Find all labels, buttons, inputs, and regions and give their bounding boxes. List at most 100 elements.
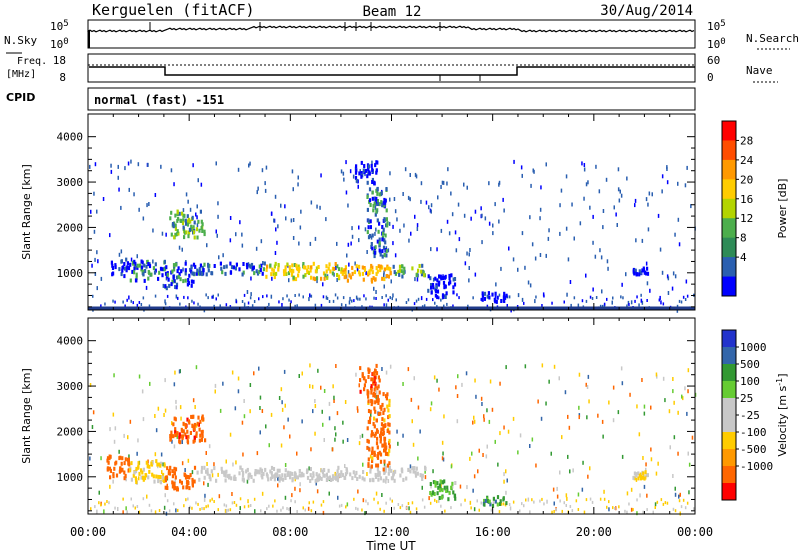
echo-cell xyxy=(106,466,109,471)
scatter-echo xyxy=(505,365,507,370)
echo-cell xyxy=(359,366,362,371)
scatter-echo xyxy=(316,204,318,209)
scatter-echo xyxy=(344,464,346,468)
near-range-echo xyxy=(464,498,466,502)
echo-cell xyxy=(198,267,201,272)
near-range-echo xyxy=(385,501,387,505)
scatter-echo xyxy=(285,216,287,221)
echo-cell xyxy=(370,377,373,382)
echo-cell xyxy=(383,470,386,474)
echo-cell xyxy=(376,239,379,244)
scatter-echo xyxy=(340,169,343,174)
power-colorbar-segment xyxy=(722,140,736,161)
scatter-echo xyxy=(298,241,300,246)
scatter-echo xyxy=(585,182,588,187)
scatter-echo xyxy=(499,431,501,436)
near-range-echo xyxy=(603,302,606,306)
near-range-echo xyxy=(521,502,523,506)
near-range-echo xyxy=(189,505,191,509)
echo-cell xyxy=(387,422,390,427)
scatter-echo xyxy=(672,377,674,381)
echo-cell xyxy=(185,221,188,226)
echo-cell xyxy=(424,465,427,470)
scatter-echo xyxy=(118,187,120,192)
echo-cell xyxy=(190,414,193,419)
scatter-echo xyxy=(682,396,684,401)
scatter-echo xyxy=(429,407,432,412)
scatter-echo xyxy=(352,174,355,179)
echo-cell xyxy=(278,468,281,473)
echo-cell xyxy=(159,463,162,468)
scatter-echo xyxy=(545,401,547,406)
echo-cell xyxy=(190,269,193,274)
scatter-echo xyxy=(229,432,232,437)
scatter-echo xyxy=(348,262,350,267)
vel-colorbar-segment xyxy=(722,449,736,467)
scatter-echo xyxy=(539,207,542,212)
echo-cell xyxy=(292,275,295,280)
vel-y-tick-label: 1000 xyxy=(57,471,84,484)
scatter-echo xyxy=(687,368,690,373)
echo-cell xyxy=(427,274,430,279)
echo-cell xyxy=(171,484,174,489)
scatter-echo xyxy=(357,408,359,413)
scatter-echo xyxy=(164,493,166,498)
near-range-echo xyxy=(591,297,594,300)
scatter-echo xyxy=(308,466,310,471)
scatter-echo xyxy=(532,168,534,173)
near-range-echo xyxy=(565,504,567,507)
near-range-echo xyxy=(684,506,687,510)
echo-cell xyxy=(295,263,298,268)
scatter-echo xyxy=(661,174,664,179)
echo-cell xyxy=(358,264,361,269)
scatter-echo xyxy=(362,498,365,503)
scatter-echo xyxy=(650,457,653,462)
scatter-echo xyxy=(385,303,388,308)
near-range-echo xyxy=(282,506,284,510)
near-range-echo xyxy=(373,296,375,300)
echo-cell xyxy=(375,188,378,193)
near-range-echo xyxy=(94,505,96,509)
x-tick-label: 16:00 xyxy=(475,525,511,539)
echo-cell xyxy=(335,473,338,478)
near-range-echo xyxy=(114,300,116,304)
scatter-echo xyxy=(615,212,617,217)
scatter-echo xyxy=(486,408,488,413)
scatter-echo xyxy=(248,163,250,168)
echo-cell xyxy=(290,272,294,277)
scatter-echo xyxy=(684,183,687,188)
echo-cell xyxy=(370,433,373,438)
vel-colorbar-tick-label: 500 xyxy=(740,358,760,371)
scatter-echo xyxy=(331,447,334,452)
scatter-echo xyxy=(483,417,485,422)
echo-cell xyxy=(173,267,176,272)
near-range-echo xyxy=(168,509,171,513)
echo-cell xyxy=(187,234,190,239)
scatter-echo xyxy=(124,166,126,171)
echo-cell xyxy=(173,466,176,471)
echo-cell xyxy=(441,276,444,280)
noise-left-label: N.Sky xyxy=(4,34,37,47)
echo-cell xyxy=(129,278,132,283)
scatter-echo xyxy=(569,280,572,284)
echo-cell xyxy=(119,466,122,471)
scatter-echo xyxy=(196,223,199,228)
echo-cell xyxy=(327,468,330,473)
echo-cell xyxy=(416,471,419,476)
echo-cell xyxy=(229,270,232,275)
scatter-echo xyxy=(206,462,208,466)
scatter-echo xyxy=(178,245,181,250)
echo-cell xyxy=(125,257,128,262)
echo-cell xyxy=(171,480,174,485)
echo-cell xyxy=(283,272,286,277)
echo-cell xyxy=(198,477,201,482)
echo-cell xyxy=(145,473,148,478)
scatter-echo xyxy=(222,381,224,386)
echo-cell xyxy=(239,465,242,470)
echo-cell xyxy=(403,266,406,271)
echo-cell xyxy=(292,269,295,274)
echo-cell xyxy=(147,276,150,281)
echo-cell xyxy=(388,430,391,435)
echo-cell xyxy=(125,268,128,273)
echo-cell xyxy=(371,456,374,461)
